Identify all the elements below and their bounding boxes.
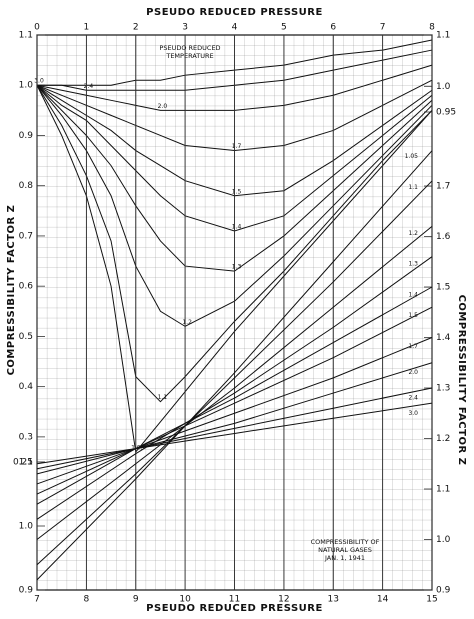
- curve: [36, 79, 433, 152]
- x-tick-label: 12: [278, 595, 289, 605]
- curve: [36, 362, 433, 475]
- annotation: JAN. 1, 1941: [324, 554, 365, 562]
- curve-label: 1.1: [158, 394, 168, 401]
- x-tick-label: 15: [426, 595, 437, 605]
- annotation: NATURAL GASES: [318, 546, 372, 554]
- curve: [36, 226, 433, 540]
- x-tick-label: 8: [429, 23, 435, 33]
- annotation: COMPRESSIBILITY OF: [311, 538, 380, 546]
- curve-label: 3.0: [408, 410, 418, 417]
- x-tick-label: 9: [133, 595, 139, 605]
- curve: [36, 180, 433, 566]
- curve: [37, 49, 433, 91]
- curve: [36, 84, 433, 197]
- x-tick-label: 7: [34, 595, 40, 605]
- curve-label: 2.4: [84, 83, 94, 90]
- x-tick-label: 5: [281, 23, 287, 33]
- x-tick-label: 2: [133, 23, 139, 33]
- curve-label: 1.3: [232, 264, 242, 271]
- x-tick-label: 14: [377, 595, 389, 605]
- y2-tick-label: 1.1: [436, 31, 450, 41]
- curve: [36, 85, 433, 454]
- x-axis-label: PSEUDO REDUCED PRESSURE: [146, 7, 323, 18]
- curve-label: 1.5: [408, 312, 418, 319]
- y2-tick-label: 1.3: [436, 384, 450, 394]
- y2-tick-label: 1.2: [436, 434, 450, 444]
- x-axis-label: PSEUDO REDUCED PRESSURE: [146, 603, 323, 614]
- curve: [36, 306, 433, 495]
- y-tick-label: 0.7: [19, 231, 33, 241]
- annotation: PSEUDO REDUCED: [159, 44, 220, 52]
- x-tick-label: 10: [179, 595, 191, 605]
- x-tick-label: 3: [182, 23, 188, 33]
- y-tick-label: 1.1: [19, 458, 33, 468]
- curve: [36, 337, 433, 485]
- curve: [36, 387, 433, 470]
- curve: [36, 256, 433, 520]
- curve: [36, 286, 433, 505]
- y2-tick-label: 1.5: [436, 283, 450, 293]
- curve-label: 2.4: [408, 395, 418, 402]
- y-tick-label: 0.6: [19, 282, 34, 292]
- y-tick-label: 1.1: [19, 31, 33, 41]
- x-tick-label: 8: [84, 595, 90, 605]
- y-tick-label: 0.25: [13, 458, 33, 468]
- y2-tick-label: 1.7: [436, 182, 450, 192]
- curve-label: 1.2: [182, 319, 192, 326]
- y2-tick-label: 1.1: [436, 485, 450, 495]
- curve-label: 1.7: [232, 143, 242, 150]
- curve: [36, 64, 433, 111]
- y2-tick-label: 0.95: [436, 108, 456, 118]
- curve-label: 1.1: [408, 184, 418, 191]
- curve: [36, 84, 433, 403]
- y2-tick-label: 1.0: [436, 82, 451, 92]
- curve-label: 1.2: [408, 230, 418, 237]
- curve-label: 3.0: [34, 78, 44, 85]
- curve: [36, 84, 433, 327]
- curve: [36, 84, 433, 232]
- y-tick-label: 0.8: [19, 181, 34, 191]
- x-tick-label: 11: [229, 595, 240, 605]
- x-tick-label: 1: [84, 23, 90, 33]
- y2-tick-label: 0.9: [436, 586, 451, 596]
- y2-tick-label: 1.0: [436, 535, 451, 545]
- curve: [36, 150, 433, 581]
- y-tick-label: 1.0: [19, 522, 34, 532]
- curve-label: 1.3: [408, 261, 418, 268]
- y-axis-label: COMPRESSIBILITY FACTOR Z: [6, 205, 17, 376]
- x-tick-label: 13: [328, 595, 339, 605]
- annotation: TEMPERATURE: [165, 52, 213, 60]
- curve-label: 1.4: [408, 292, 418, 299]
- y-tick-label: 0.3: [19, 432, 33, 442]
- y-tick-label: 0.4: [19, 382, 34, 392]
- curve-label: 1.7: [408, 343, 418, 350]
- x-tick-label: 0: [34, 23, 40, 33]
- y-tick-label: 0.9: [19, 131, 34, 141]
- y2-tick-label: 1.6: [436, 232, 451, 242]
- y-tick-label: 0.5: [19, 332, 33, 342]
- curve: [36, 402, 433, 465]
- curve-label: 1.05: [405, 153, 419, 160]
- y2-tick-label: 1.4: [436, 333, 451, 343]
- curve-label: 2.0: [408, 369, 418, 376]
- curve-label: 2.0: [158, 103, 168, 110]
- curve: [36, 84, 433, 272]
- x-tick-label: 4: [232, 23, 238, 33]
- y-tick-label: 0.9: [19, 586, 34, 596]
- y-axis-label: COMPRESSIBILITY FACTOR Z: [456, 295, 467, 466]
- x-tick-label: 7: [380, 23, 386, 33]
- curve: [37, 39, 433, 86]
- y-tick-label: 1.0: [19, 81, 34, 91]
- curve-label: 1.5: [232, 188, 242, 195]
- x-tick-label: 6: [330, 23, 336, 33]
- curve-label: 1.4: [232, 223, 242, 230]
